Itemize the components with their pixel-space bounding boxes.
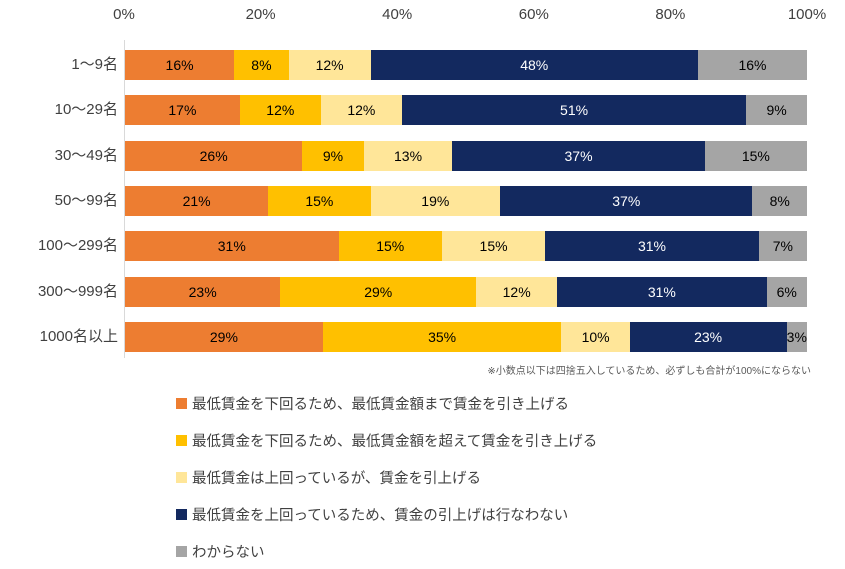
stacked-bar: 21% 15% 19% 37% 8%: [125, 186, 807, 216]
stacked-bar: 26% 9% 13% 37% 15%: [125, 141, 807, 171]
category-label: 100〜299名: [37, 237, 118, 254]
bar-segment: 15%: [268, 186, 371, 216]
bar-segment: 23%: [629, 322, 787, 352]
bar-segment: 12%: [320, 95, 402, 125]
category-label: 30〜49名: [54, 147, 118, 164]
bar-segment: 31%: [557, 277, 767, 307]
bar-segment: 51%: [401, 95, 747, 125]
legend-label: 最低賃金は上回っているが、賃金を引上げる: [192, 471, 481, 487]
bar-segment: 15%: [441, 231, 546, 261]
legend-swatch-icon: [176, 472, 187, 483]
legend-item: 最低賃金は上回っているが、賃金を引上げる: [176, 470, 597, 487]
bar-segment: 10%: [561, 322, 630, 352]
category-label: 1000名以上: [39, 328, 118, 345]
bar-segment: 26%: [125, 141, 303, 171]
bar-segment: 31%: [545, 231, 759, 261]
bar-segment: 35%: [322, 322, 562, 352]
x-axis-tick: 0%: [113, 6, 135, 23]
bar-segment: 12%: [239, 95, 321, 125]
category-label: 300〜999名: [37, 283, 118, 300]
bar-segment: 17%: [125, 95, 240, 125]
legend-label: 最低賃金を上回っているため、賃金の引上げは行なわない: [192, 508, 569, 524]
footnote: ※小数点以下は四捨五入しているため、必ずしも合計が100%にならない: [487, 366, 811, 377]
y-axis-line: [124, 40, 125, 358]
bar-segment: 15%: [704, 141, 807, 171]
bar-segment: 9%: [302, 141, 364, 171]
x-axis-tick: 60%: [518, 6, 549, 23]
bar-segment: 31%: [125, 231, 339, 261]
bar-segment: 21%: [125, 186, 269, 216]
bar-segment: 15%: [338, 231, 442, 261]
legend-label: 最低賃金を下回るため、最低賃金額まで賃金を引き上げる: [192, 397, 569, 413]
legend-item: 最低賃金を下回るため、最低賃金額を超えて賃金を引き上げる: [176, 433, 598, 450]
legend-item: 最低賃金を下回るため、最低賃金額まで賃金を引き上げる: [176, 396, 597, 413]
bar-segment: 3%: [786, 322, 807, 352]
x-axis-tick: 40%: [382, 6, 413, 23]
bar-segment: 7%: [758, 231, 807, 261]
x-axis-tick: 100%: [787, 6, 827, 23]
bar-segment: 16%: [125, 50, 235, 80]
legend-item: わからない: [176, 544, 597, 561]
bar-segment: 8%: [752, 186, 807, 216]
legend-swatch-icon: [176, 435, 187, 446]
bar-segment: 37%: [500, 186, 753, 216]
legend: 最低賃金を下回るため、最低賃金額まで賃金を引き上げる最低賃金を下回るため、最低賃…: [176, 396, 597, 569]
legend-swatch-icon: [176, 398, 187, 409]
bar-segment: 48%: [370, 50, 698, 80]
legend-label: 最低賃金を下回るため、最低賃金額を超えて賃金を引き上げる: [192, 434, 598, 450]
bar-segment: 9%: [746, 95, 807, 125]
stacked-bar: 17% 12% 12% 51% 9%: [125, 95, 807, 125]
bar-segment: 13%: [363, 141, 453, 171]
bar-segment: 12%: [288, 50, 371, 80]
bar-segment: 23%: [125, 277, 281, 307]
x-axis-tick: 20%: [245, 6, 276, 23]
bar-segment: 12%: [476, 277, 558, 307]
stacked-bar: 31% 15% 15% 31% 7%: [125, 231, 807, 261]
category-label: 10〜29名: [54, 101, 118, 118]
bar-segment: 19%: [370, 186, 501, 216]
legend-swatch-icon: [176, 509, 187, 520]
stacked-bar: 29% 35% 10% 23% 3%: [125, 322, 807, 352]
legend-item: 最低賃金を上回っているため、賃金の引上げは行なわない: [176, 507, 597, 524]
bar-segment: 29%: [280, 277, 477, 307]
category-label: 50〜99名: [54, 192, 118, 209]
category-label: 1〜9名: [71, 56, 118, 73]
bar-segment: 16%: [697, 50, 808, 80]
bar-segment: 29%: [125, 322, 323, 352]
bar-segment: 6%: [766, 277, 808, 307]
bar-segment: 8%: [234, 50, 289, 80]
legend-label: わからない: [192, 545, 265, 561]
x-axis-tick: 80%: [655, 6, 686, 23]
stacked-bar: 16% 8% 12% 48% 16%: [125, 50, 808, 80]
stacked-bar: 23% 29% 12% 31% 6%: [125, 277, 808, 307]
legend-swatch-icon: [176, 546, 187, 557]
bar-segment: 37%: [452, 141, 705, 171]
